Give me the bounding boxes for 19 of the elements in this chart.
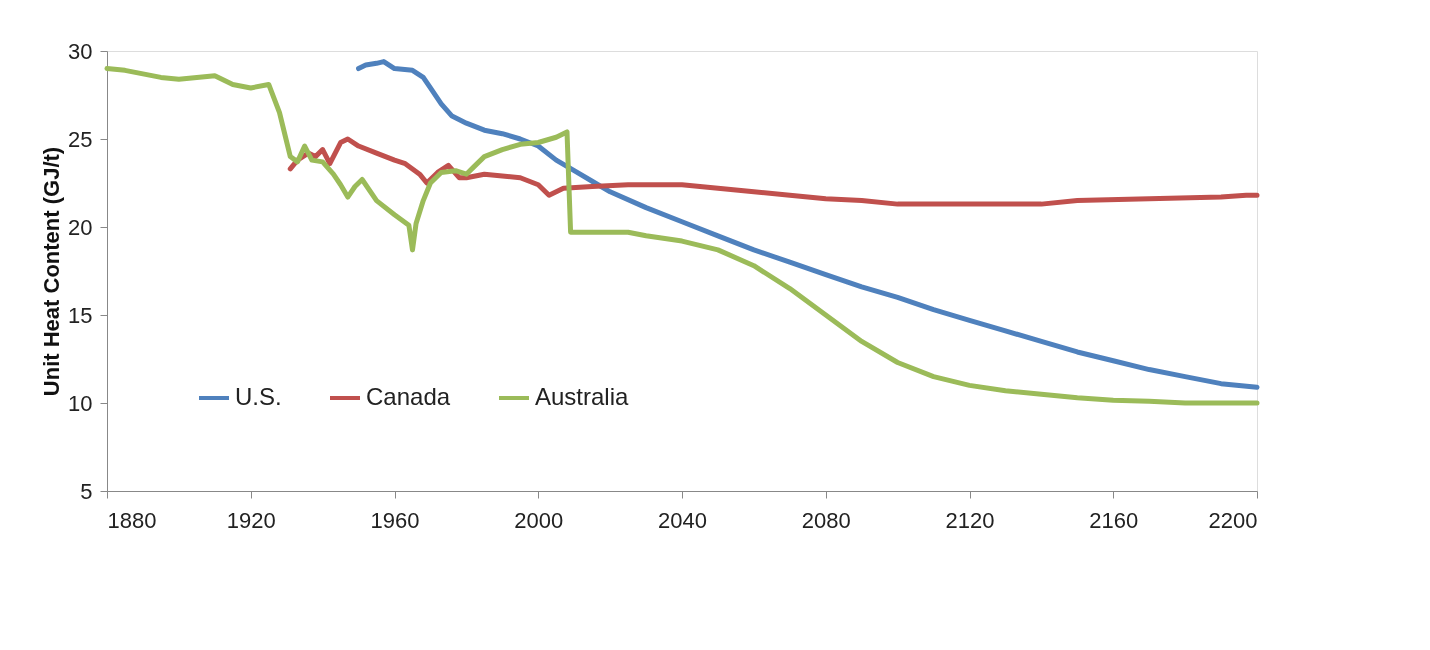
- y-tick-label: 20: [68, 214, 93, 240]
- x-tick-label: 1880: [107, 507, 157, 533]
- x-tick-label: 2200: [1208, 507, 1258, 533]
- x-tick-label: 2000: [514, 507, 564, 533]
- y-tick-label: 10: [68, 390, 93, 416]
- y-tick-label: 25: [68, 126, 93, 152]
- x-tick-label: 1920: [226, 507, 276, 533]
- y-tick-label: 30: [68, 38, 93, 64]
- legend-label: Canada: [366, 383, 451, 410]
- y-tick-label: 15: [68, 302, 93, 328]
- x-tick-label: 2080: [801, 507, 851, 533]
- legend-label: Australia: [535, 383, 630, 410]
- y-tick-label: 5: [80, 478, 93, 504]
- x-tick-label: 2040: [658, 507, 707, 533]
- x-tick-label: 1960: [370, 507, 420, 533]
- x-tick-label: 2160: [1089, 507, 1139, 533]
- y-axis-title: Unit Heat Content (GJ/t): [39, 146, 65, 397]
- legend-label: U.S.: [235, 383, 282, 410]
- x-tick-label: 2120: [945, 507, 995, 533]
